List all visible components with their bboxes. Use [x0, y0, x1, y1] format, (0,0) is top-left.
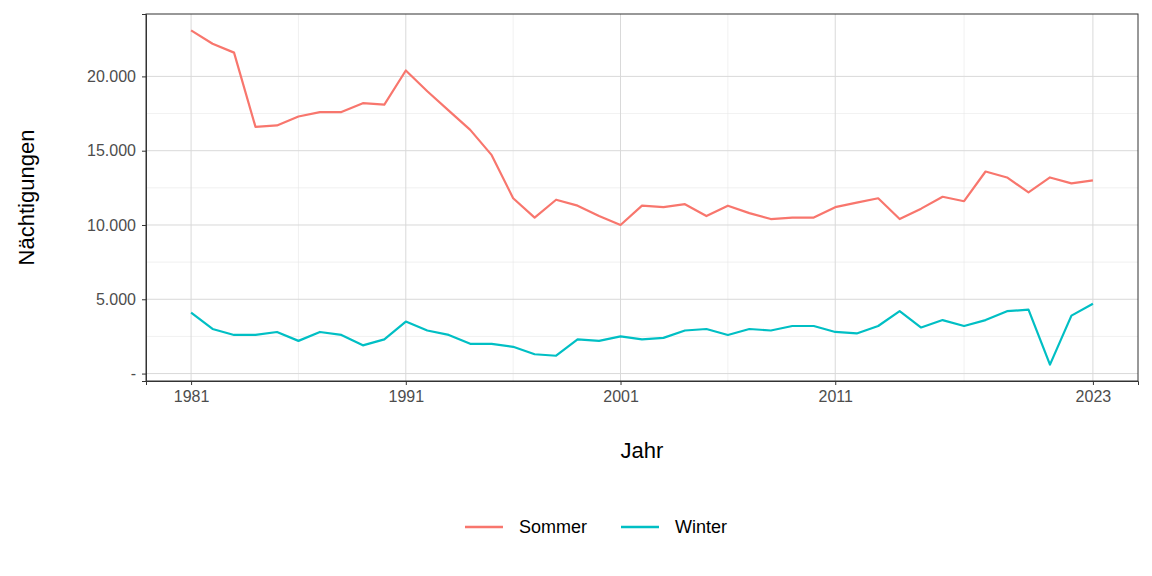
minor-grid-line	[146, 113, 1138, 114]
tick-label: 1991	[389, 388, 425, 405]
tick-label: 1981	[174, 388, 210, 405]
tick-mark	[191, 381, 192, 385]
tick-label: 15.000	[87, 142, 136, 159]
grid	[146, 14, 1138, 381]
tick: 5.000	[96, 291, 146, 308]
tick-label: 2001	[603, 388, 639, 405]
legend: Sommer Winter	[465, 517, 727, 537]
axis-line	[147, 382, 1139, 386]
tick: 10.000	[87, 217, 146, 234]
tick-mark	[1093, 381, 1094, 385]
tick: 20.000	[87, 68, 146, 85]
legend-label: Winter	[675, 517, 727, 537]
tick-label: 2023	[1076, 388, 1112, 405]
minor-grid-line	[727, 14, 728, 381]
grid-line	[146, 299, 1138, 300]
x-axis-title: Jahr	[621, 438, 664, 463]
grid-line	[191, 14, 192, 381]
tick: 2001	[603, 381, 639, 405]
chart: - 5.000 10.000 15.000 20.000 1981 1991 2001 2011…	[0, 0, 1152, 576]
panel-border	[146, 14, 1138, 381]
series-line	[191, 30, 1093, 225]
legend-key	[621, 526, 659, 529]
grid-line	[146, 76, 1138, 77]
minor-grid-line	[298, 14, 299, 381]
tick-label: 2011	[819, 388, 854, 405]
grid-line	[1092, 14, 1093, 381]
grid-line	[146, 150, 1138, 151]
tick: 2011	[819, 381, 854, 405]
tick: -	[131, 365, 146, 382]
tick: 1991	[389, 381, 425, 405]
plot: - 5.000 10.000 15.000 20.000 1981 1991 2001 2011…	[87, 14, 1138, 405]
tick-mark	[406, 381, 407, 385]
y-axis-title: Nächtigungen	[14, 130, 39, 266]
tick-mark	[142, 76, 146, 77]
lines	[191, 30, 1093, 364]
y-axis: - 5.000 10.000 15.000 20.000	[87, 15, 146, 383]
tick-mark	[621, 381, 622, 385]
grid-line	[620, 14, 621, 381]
grid-line	[146, 224, 1138, 225]
series-line	[191, 304, 1093, 365]
minor-grid-line	[146, 187, 1138, 188]
tick-label: -	[131, 365, 136, 382]
minor-grid-line	[146, 336, 1138, 337]
tick: 1981	[174, 381, 210, 405]
tick-label: 20.000	[87, 68, 136, 85]
tick-label: 5.000	[96, 291, 136, 308]
tick: 2023	[1076, 381, 1112, 405]
x-axis: 1981 1991 2001 2011 2023	[147, 381, 1139, 405]
tick-mark	[142, 151, 146, 152]
tick-label: 10.000	[87, 217, 136, 234]
tick-mark	[142, 299, 146, 300]
legend-key	[465, 526, 503, 529]
tick-mark	[835, 381, 836, 385]
tick-mark	[142, 374, 146, 375]
axis-line	[142, 15, 147, 382]
legend-label: Sommer	[519, 517, 587, 537]
grid-line	[146, 373, 1138, 374]
grid-line	[405, 14, 406, 381]
grid-line	[835, 14, 836, 381]
tick: 15.000	[87, 142, 146, 159]
minor-grid-line	[146, 262, 1138, 263]
tick-mark	[142, 225, 146, 226]
